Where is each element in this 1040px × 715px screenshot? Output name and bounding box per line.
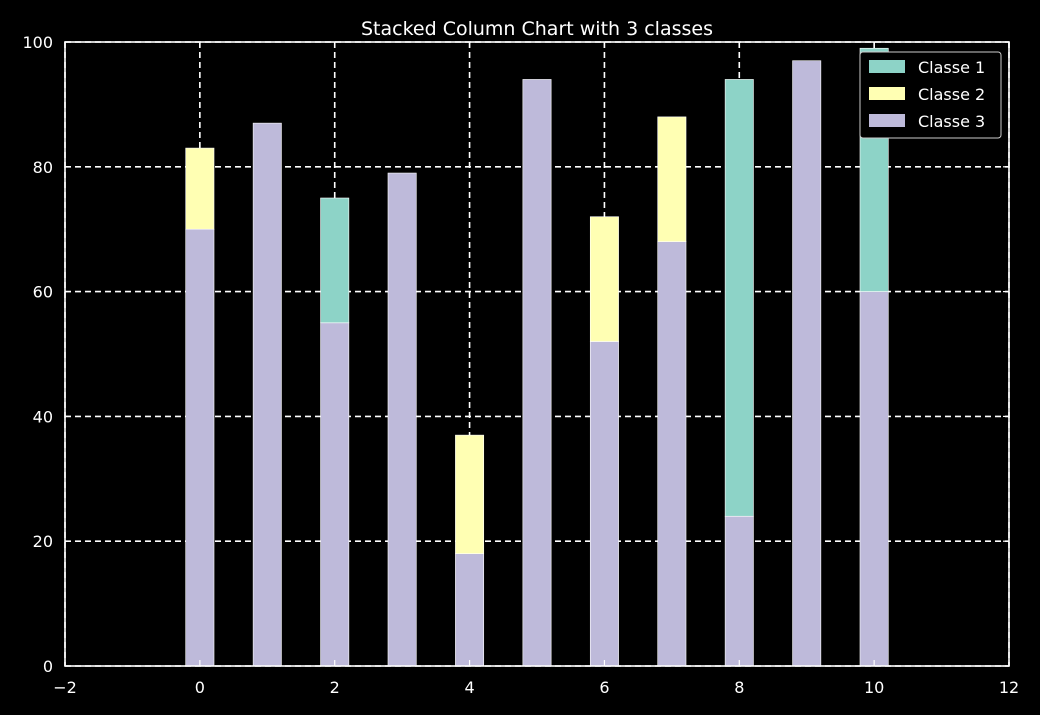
bar-classe-3-x4: [455, 553, 485, 667]
y-tick-label: 60: [33, 283, 53, 302]
x-tick-label: 12: [999, 678, 1019, 697]
x-tick-label: 6: [599, 678, 609, 697]
bar-classe-2-x4: [455, 434, 485, 554]
bar-classe-1-x2: [320, 197, 350, 324]
y-tick-label: 80: [33, 158, 53, 177]
bar-classe-3-x1: [252, 122, 282, 667]
y-tick-label: 100: [22, 33, 53, 52]
legend-label: Classe 2: [918, 85, 985, 104]
legend: Classe 1 Classe 2 Classe 3: [859, 51, 1002, 139]
legend-swatch: [869, 60, 905, 73]
bar-classe-3-x6: [589, 341, 619, 667]
bar-classe-1-x8: [724, 79, 754, 517]
bar-classe-3-x0: [185, 228, 215, 667]
legend-label: Classe 3: [918, 112, 985, 131]
bars-layer: [185, 47, 889, 667]
bar-classe-2-x0: [185, 147, 215, 230]
x-tick-label: −2: [53, 678, 77, 697]
x-tick-label: 0: [195, 678, 205, 697]
legend-swatch: [869, 87, 905, 100]
y-tick-label: 40: [33, 407, 53, 426]
legend-label: Classe 1: [918, 58, 985, 77]
bar-classe-3-x3: [387, 172, 417, 667]
x-tick-label: 8: [734, 678, 744, 697]
bar-classe-2-x7: [657, 116, 687, 242]
bar-classe-2-x6: [589, 216, 619, 342]
chart-title: Stacked Column Chart with 3 classes: [361, 18, 713, 40]
bar-classe-3-x8: [724, 515, 754, 667]
x-tick-label: 10: [864, 678, 884, 697]
x-tick-label: 4: [464, 678, 474, 697]
y-tick-label: 20: [33, 532, 53, 551]
x-tick-label: 2: [330, 678, 340, 697]
bar-classe-3-x2: [320, 322, 350, 667]
bar-classe-3-x5: [522, 79, 552, 667]
y-tick-label: 0: [43, 657, 53, 676]
bar-classe-3-x10: [859, 291, 889, 667]
legend-swatch: [869, 114, 905, 127]
axes-frame: [64, 41, 1010, 667]
bar-classe-3-x9: [792, 60, 822, 667]
bar-classe-3-x7: [657, 241, 687, 667]
